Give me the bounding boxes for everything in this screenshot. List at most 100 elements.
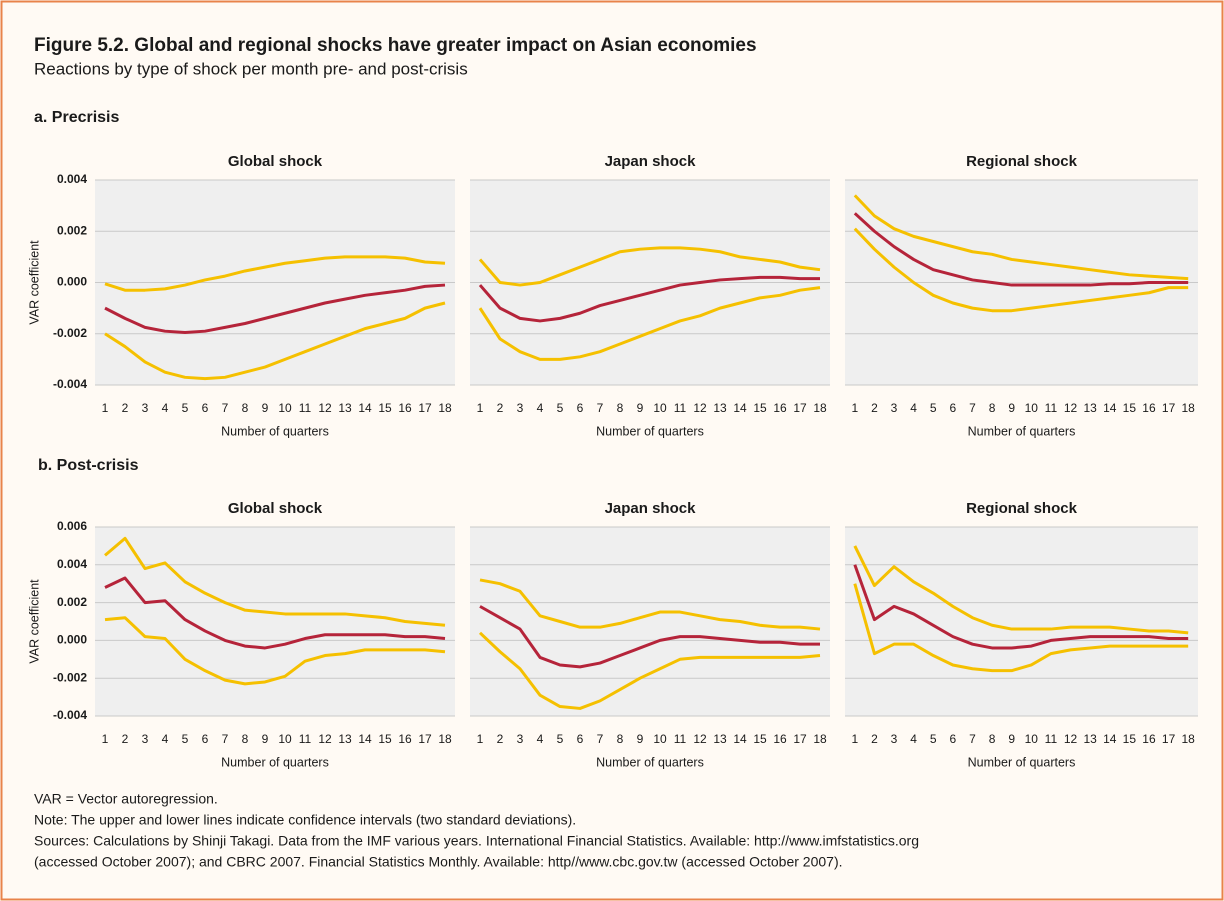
x-tick-label: 12 (693, 401, 707, 415)
x-tick-label: 13 (1083, 732, 1097, 746)
note: VAR = Vector autoregression. (34, 791, 218, 807)
x-tick-label: 13 (338, 401, 352, 415)
series-line (478, 275, 820, 323)
y-tick-label: 0.006 (57, 519, 87, 533)
x-tick-label: 18 (438, 401, 452, 415)
x-tick-label: 10 (278, 732, 292, 746)
y-tick-label: 0.002 (57, 223, 87, 237)
series-line (104, 255, 446, 292)
x-tick-label: 6 (202, 401, 209, 415)
x-tick-label: 17 (418, 732, 432, 746)
x-tick-label: 9 (1008, 732, 1015, 746)
x-tick-label: 13 (713, 732, 727, 746)
series-line (104, 616, 446, 686)
x-tick-label: 16 (773, 732, 787, 746)
series-line (853, 583, 1189, 673)
x-tick-label: 14 (733, 401, 747, 415)
x-tick-label: 1 (477, 732, 484, 746)
x-tick-label: 18 (1182, 401, 1196, 415)
x-tick-label: 2 (122, 732, 129, 746)
x-tick-label: 4 (162, 732, 169, 746)
x-tick-label: 17 (1162, 401, 1176, 415)
x-tick-label: 1 (851, 401, 858, 415)
x-tick-label: 11 (674, 732, 687, 746)
x-tick-label: 13 (1083, 401, 1097, 415)
x-tick-label: 3 (891, 401, 898, 415)
x-tick-label: 9 (637, 732, 644, 746)
x-tick-label: 18 (1182, 732, 1196, 746)
y-tick-label: -0.002 (53, 670, 87, 684)
x-tick-label: 1 (102, 732, 109, 746)
x-tick-label: 2 (871, 401, 878, 415)
x-tick-label: 12 (1064, 732, 1078, 746)
x-tick-label: 5 (930, 401, 937, 415)
x-tick-label: 8 (989, 401, 996, 415)
x-tick-label: 6 (202, 732, 209, 746)
x-tick-label: 15 (1123, 401, 1137, 415)
x-tick-label: 2 (497, 401, 504, 415)
series-line (853, 564, 1189, 650)
x-tick-label: 9 (637, 401, 644, 415)
series-line (104, 576, 446, 650)
note: Note: The upper and lower lines indicate… (34, 812, 576, 828)
x-tick-label: 14 (358, 401, 372, 415)
x-tick-label: 1 (851, 732, 858, 746)
x-tick-label: 14 (358, 732, 372, 746)
x-tick-label: 6 (950, 732, 957, 746)
x-axis-label: Number of quarters (596, 424, 704, 438)
plot-area (95, 527, 455, 716)
x-tick-label: 14 (1103, 401, 1117, 415)
y-tick-label: -0.002 (53, 326, 87, 340)
x-tick-label: 14 (1103, 732, 1117, 746)
x-axis-label: Number of quarters (968, 424, 1076, 438)
plot-area (470, 527, 830, 716)
plot-area (845, 527, 1198, 716)
x-tick-label: 17 (418, 401, 432, 415)
x-tick-label: 5 (182, 401, 189, 415)
x-tick-label: 6 (577, 401, 584, 415)
x-tick-label: 3 (517, 732, 524, 746)
x-tick-label: 7 (597, 401, 604, 415)
x-tick-label: 15 (378, 401, 392, 415)
panel-title: Japan shock (605, 153, 697, 170)
x-tick-label: 3 (142, 401, 149, 415)
series-line (478, 631, 821, 710)
series-line (479, 578, 821, 631)
x-tick-label: 12 (318, 732, 332, 746)
figure-title: Figure 5.2. Global and regional shocks h… (34, 35, 757, 56)
series-line (853, 227, 1189, 313)
x-tick-label: 15 (753, 401, 767, 415)
series-line (104, 283, 446, 334)
y-tick-label: -0.004 (53, 377, 87, 391)
x-tick-label: 8 (617, 401, 624, 415)
x-tick-label: 7 (222, 401, 229, 415)
x-tick-label: 5 (557, 732, 564, 746)
x-tick-label: 9 (1008, 401, 1015, 415)
x-tick-label: 4 (910, 401, 917, 415)
x-tick-label: 3 (517, 401, 524, 415)
x-tick-label: 12 (1064, 401, 1078, 415)
x-tick-label: 1 (102, 401, 109, 415)
note: Sources: Calculations by Shinji Takagi. … (34, 833, 919, 849)
x-tick-label: 12 (693, 732, 707, 746)
x-tick-label: 10 (1025, 732, 1039, 746)
x-tick-label: 4 (162, 401, 169, 415)
x-tick-label: 5 (182, 732, 189, 746)
series-line (104, 536, 446, 627)
x-tick-label: 7 (222, 732, 229, 746)
x-tick-label: 6 (950, 401, 957, 415)
note: (accessed October 2007); and CBRC 2007. … (34, 854, 843, 870)
x-tick-label: 3 (891, 732, 898, 746)
x-tick-label: 17 (793, 401, 807, 415)
section-label: b. Post-crisis (38, 457, 139, 474)
x-tick-label: 13 (338, 732, 352, 746)
series-line (853, 194, 1189, 281)
x-tick-label: 11 (299, 401, 312, 415)
x-tick-label: 11 (1045, 732, 1058, 746)
x-tick-label: 18 (813, 732, 827, 746)
x-tick-label: 3 (142, 732, 149, 746)
x-tick-label: 8 (989, 732, 996, 746)
y-tick-label: 0.002 (57, 595, 87, 609)
x-tick-label: 17 (1162, 732, 1176, 746)
